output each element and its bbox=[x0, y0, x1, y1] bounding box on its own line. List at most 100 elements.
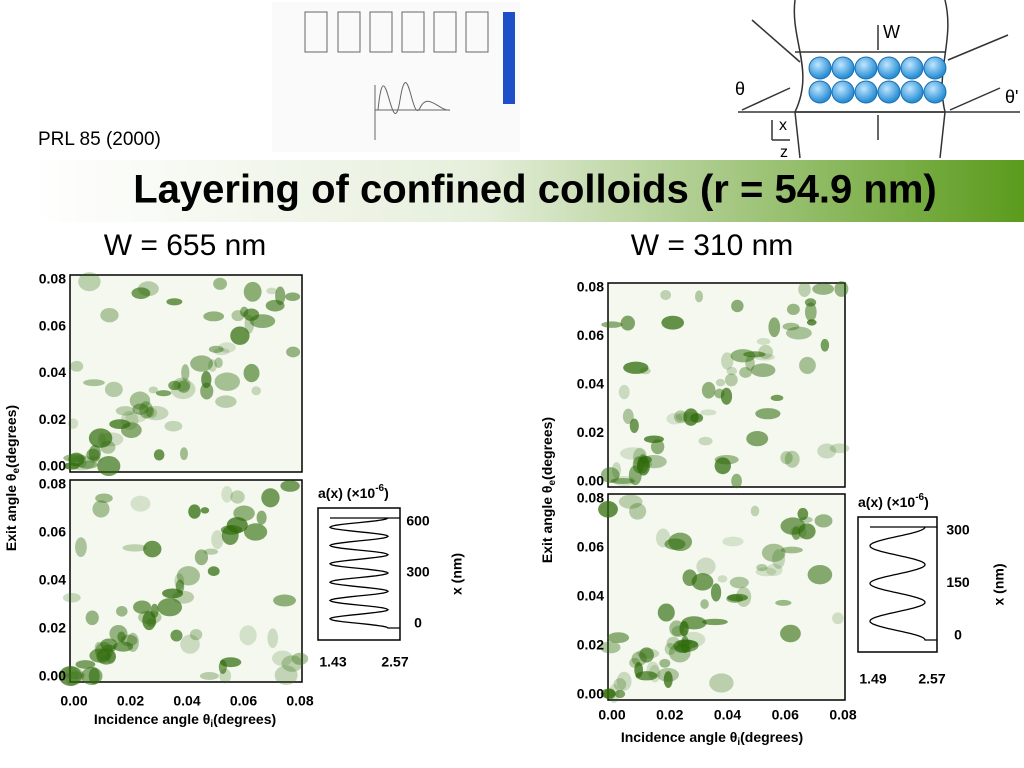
heatmap-blob bbox=[786, 326, 812, 340]
heatmap-blob bbox=[622, 408, 634, 425]
heatmap-blob bbox=[173, 377, 191, 392]
y-axis-label-unit: (degrees) bbox=[539, 417, 555, 480]
heatmap-blob bbox=[132, 403, 149, 415]
heatmap-blob bbox=[153, 449, 165, 461]
title-band bbox=[30, 160, 1024, 222]
heatmap-blob bbox=[181, 364, 190, 382]
profile-close: ) bbox=[384, 485, 389, 501]
profile-axis-label: x (nm) bbox=[991, 564, 1007, 606]
heatmap-blob bbox=[189, 629, 203, 641]
heatmap-blob bbox=[799, 516, 813, 523]
profile-close: ) bbox=[924, 494, 929, 510]
y-tick-label: 0.04 bbox=[577, 588, 604, 604]
colloid bbox=[808, 80, 832, 104]
heatmap-blob bbox=[94, 641, 104, 655]
heatmap-blob bbox=[599, 641, 621, 654]
heatmap-blob bbox=[832, 612, 844, 625]
heatmap-blob bbox=[266, 287, 278, 295]
heatmap-blob bbox=[97, 456, 121, 476]
heatmap-blob bbox=[623, 361, 649, 374]
heatmap-blob bbox=[755, 567, 777, 577]
y-axis-label: Exit angle θe(degrees) bbox=[3, 405, 22, 551]
heatmap-blob bbox=[88, 444, 101, 462]
heatmap-blob bbox=[696, 557, 716, 576]
x-tick-label: 0.08 bbox=[829, 707, 856, 723]
heatmap-blob bbox=[58, 666, 84, 686]
heatmap-blob bbox=[784, 450, 800, 468]
profile-y-tick: 0 bbox=[954, 627, 962, 643]
heatmap-blob bbox=[613, 678, 627, 691]
heatmap-blob bbox=[691, 573, 714, 591]
heatmap-blob bbox=[116, 605, 128, 617]
panel-title: W = 655 nm bbox=[104, 229, 267, 262]
heatmap-blob bbox=[634, 662, 644, 678]
heatmap-blob bbox=[285, 292, 301, 302]
heatmap-blob bbox=[117, 631, 126, 643]
heatmap-blob bbox=[710, 583, 722, 602]
x-tick-label: 0.00 bbox=[598, 707, 625, 723]
heatmap-blob bbox=[698, 436, 713, 446]
y-tick-label: 0.02 bbox=[39, 620, 66, 636]
profile-x-tick: 2.57 bbox=[918, 671, 945, 687]
heatmap-blob bbox=[814, 514, 833, 528]
heatmap-blob bbox=[657, 603, 675, 622]
heatmap-blob bbox=[214, 372, 240, 391]
heatmap-blob bbox=[820, 338, 830, 352]
heatmap-blob bbox=[780, 451, 793, 465]
heatmap-blob bbox=[722, 536, 744, 547]
heatmap-blob bbox=[157, 598, 183, 617]
colloid bbox=[877, 80, 901, 104]
heatmap-blob bbox=[681, 631, 706, 648]
heatmap-blob bbox=[636, 648, 660, 659]
heatmap-blob bbox=[790, 525, 807, 539]
heatmap-blob bbox=[133, 600, 152, 614]
y-tick-label: 0.08 bbox=[577, 279, 604, 295]
heatmap-blob bbox=[756, 337, 771, 345]
colloid bbox=[923, 80, 947, 104]
heatmap-blob bbox=[721, 352, 734, 370]
heatmap-blob bbox=[177, 380, 190, 393]
heatmap-blob bbox=[96, 648, 116, 665]
y-tick-label: 0.02 bbox=[39, 411, 66, 427]
heatmap-blob bbox=[218, 659, 227, 675]
x-axis-label: Incidence angle θi(degrees) bbox=[621, 729, 803, 748]
y-tick-label: 0.04 bbox=[39, 364, 66, 380]
heatmap-blob bbox=[75, 660, 96, 669]
heatmap-blob bbox=[780, 546, 803, 554]
heatmap-blob bbox=[668, 643, 691, 663]
heatmap-blob bbox=[126, 632, 139, 652]
colloid bbox=[923, 56, 947, 80]
heatmap-blob bbox=[143, 405, 169, 421]
heatmap-blob bbox=[88, 667, 100, 685]
colloid bbox=[854, 56, 878, 80]
panels: W = 655 nm0.000.020.040.060.080.000.020.… bbox=[3, 229, 1007, 748]
y-tick-label: 0.06 bbox=[39, 317, 66, 333]
heatmap-blob bbox=[188, 504, 201, 519]
heatmap-blob bbox=[150, 603, 159, 618]
heatmap-blob bbox=[162, 588, 184, 599]
heatmap-blob bbox=[730, 349, 756, 363]
heatmap-blob bbox=[174, 573, 185, 590]
heatmap-blob bbox=[755, 408, 781, 420]
colloid bbox=[831, 56, 855, 80]
heatmap-blob bbox=[199, 672, 219, 680]
heatmap-blob bbox=[729, 576, 749, 589]
heatmap-blob bbox=[88, 428, 113, 448]
heatmap-blob bbox=[100, 308, 119, 323]
heatmap-blob bbox=[700, 409, 717, 416]
heatmap-blob bbox=[273, 594, 296, 607]
heatmap-blob bbox=[190, 355, 214, 372]
profile-title-text: a(x) (×10 bbox=[318, 485, 375, 501]
heatmap-blob bbox=[629, 418, 639, 434]
x-axis-label: Incidence angle θi(degrees) bbox=[94, 711, 276, 730]
heatmap-blob bbox=[214, 357, 223, 369]
heatmap-blob bbox=[648, 664, 661, 683]
heatmap-blob bbox=[58, 666, 82, 686]
heatmap-blob bbox=[221, 485, 233, 503]
heatmap-blob bbox=[664, 538, 686, 550]
heatmap-blob bbox=[629, 502, 647, 520]
diagram-label: z bbox=[780, 144, 788, 161]
heatmap-blob bbox=[660, 289, 672, 301]
heatmap-blob bbox=[600, 467, 620, 484]
y-axis-label-unit: (degrees) bbox=[3, 405, 19, 468]
